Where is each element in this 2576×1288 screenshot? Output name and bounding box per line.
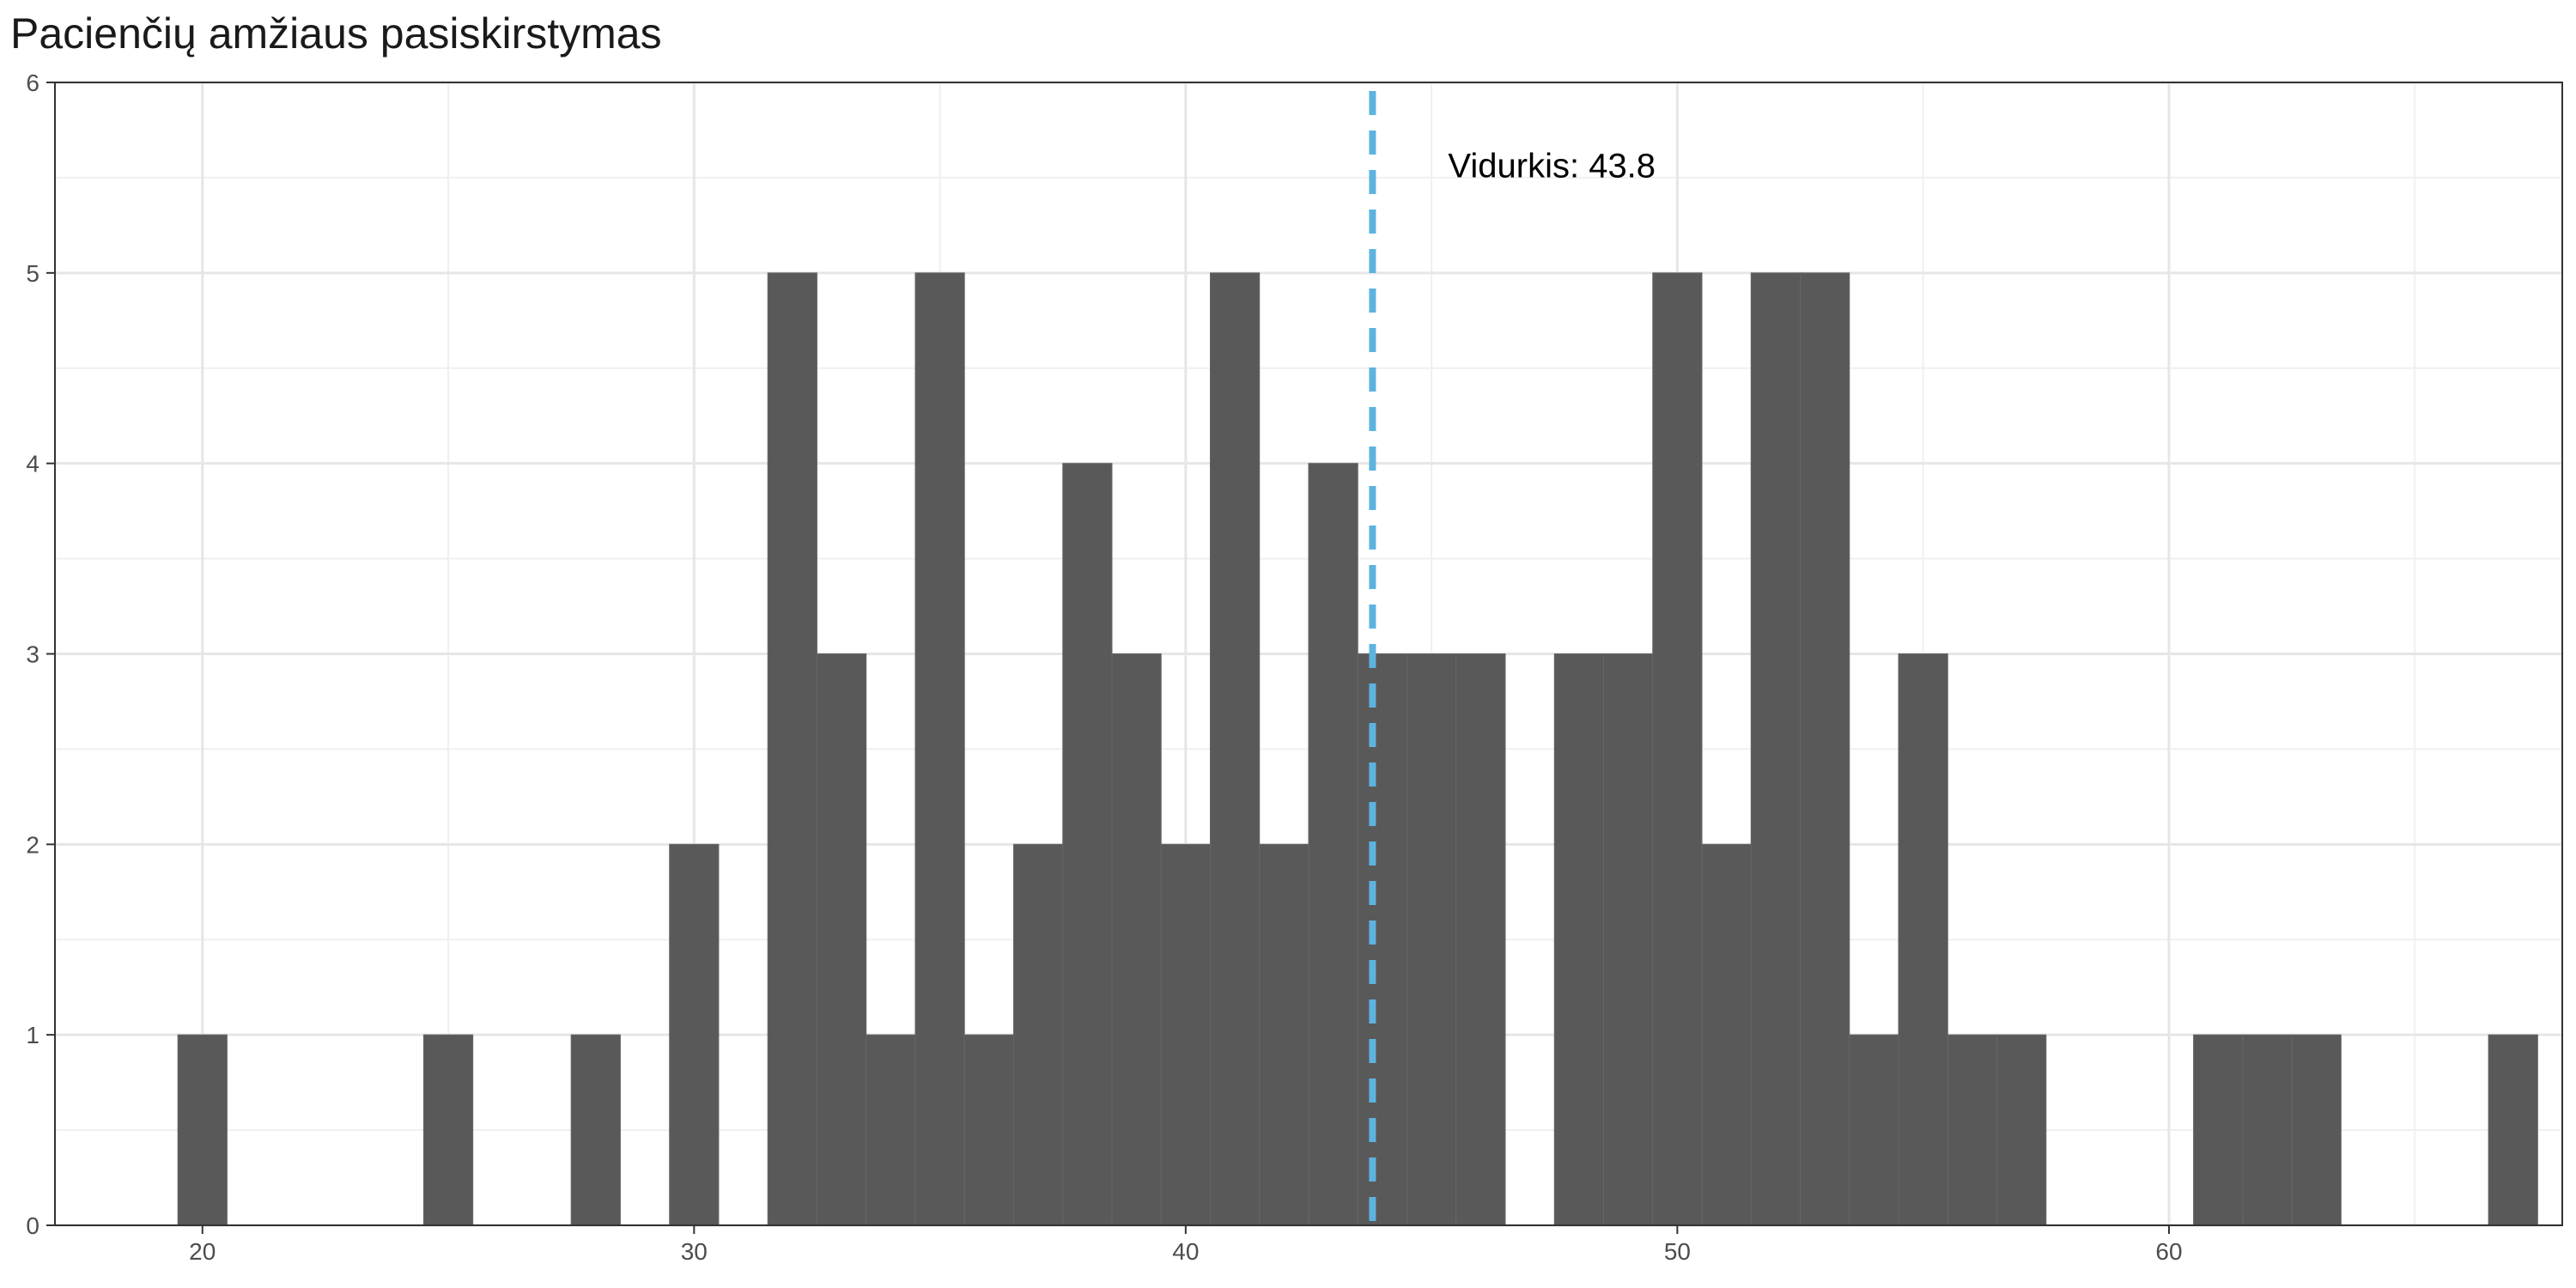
histogram-bar [2193, 1034, 2244, 1226]
histogram-bar [422, 1034, 474, 1226]
histogram-bar [914, 272, 965, 1226]
histogram-bar [1012, 843, 1064, 1226]
y-tick-label: 2 [26, 831, 39, 858]
histogram-bar [1062, 463, 1113, 1226]
histogram-bar [1898, 653, 1948, 1226]
histogram-bar [2488, 1034, 2538, 1226]
histogram-bar [1750, 272, 1801, 1226]
histogram-bar [1652, 272, 1703, 1226]
histogram-bar [1701, 843, 1752, 1226]
histogram-bar [1553, 653, 1605, 1226]
grid-lines [55, 81, 2562, 1227]
y-tick-label: 1 [26, 1022, 39, 1048]
mean-line-group: Vidurkis: 43.8 [1369, 91, 1656, 1225]
histogram-bar [2242, 1034, 2293, 1226]
x-tick-label: 40 [1172, 1238, 1199, 1265]
histogram-bar [177, 1034, 228, 1226]
histogram-bar [1209, 272, 1261, 1226]
histogram-bar [570, 1034, 621, 1226]
x-tick-label: 20 [189, 1238, 216, 1265]
x-tick-label: 30 [681, 1238, 708, 1265]
histogram-bar [816, 653, 867, 1226]
histogram-bar [1800, 272, 1850, 1226]
histogram-bar [1357, 653, 1408, 1226]
histogram-bars [177, 272, 2538, 1226]
histogram-bar [1947, 1034, 1998, 1226]
histogram-bar [963, 1034, 1014, 1226]
histogram-bar [866, 1034, 916, 1226]
y-tick-label: 0 [26, 1212, 39, 1239]
histogram-bar [1308, 463, 1358, 1226]
histogram-bar [1996, 1034, 2047, 1226]
histogram-bar [1160, 843, 1211, 1226]
mean-label: Vidurkis: 43.8 [1448, 147, 1656, 185]
histogram-bar [1406, 653, 1457, 1226]
x-tick-label: 60 [2155, 1238, 2182, 1265]
axes: 20 30 40 50 60 0 1 2 3 4 5 6 [26, 70, 2563, 1265]
histogram-bar [1455, 653, 1506, 1226]
y-tick-label: 4 [26, 451, 39, 477]
histogram-bar [1111, 653, 1162, 1226]
y-tick-label: 3 [26, 641, 39, 668]
chart-title: Pacienčių amžiaus pasiskirstymas [10, 9, 662, 58]
histogram-bar [2291, 1034, 2342, 1226]
x-tick-label: 50 [1664, 1238, 1691, 1265]
y-tick-label: 6 [26, 70, 39, 96]
histogram-bar [1849, 1034, 1899, 1226]
histogram-bar [767, 272, 817, 1226]
histogram-bar [1259, 843, 1309, 1226]
histogram-bar [1603, 653, 1654, 1226]
histogram-bar [669, 843, 720, 1226]
y-tick-label: 5 [26, 260, 39, 287]
